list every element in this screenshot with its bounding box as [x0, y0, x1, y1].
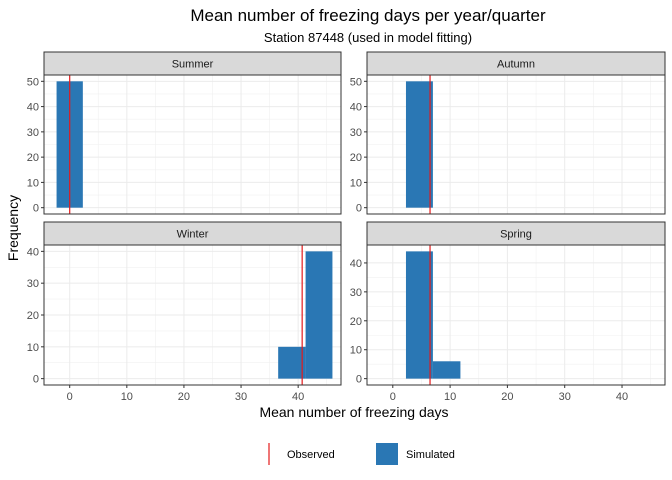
- strip-label-summer: Summer: [172, 59, 214, 71]
- panel-winter: Winter 0 10 20 30 40 0 10 20 30 40: [27, 221, 342, 403]
- y-tick-label: 10: [27, 342, 39, 354]
- chart-title: Mean number of freezing days per year/qu…: [190, 6, 546, 25]
- x-tick-label: 40: [292, 391, 304, 403]
- y-tick-label: 40: [350, 102, 362, 114]
- y-tick-label: 0: [33, 374, 39, 386]
- legend-key-simulated: [376, 443, 398, 465]
- y-tick-label: 30: [27, 278, 39, 290]
- x-axis-title: Mean number of freezing days: [259, 404, 448, 420]
- x-tick-label: 0: [67, 391, 73, 403]
- y-tick-label: 30: [27, 127, 39, 139]
- panel-spring: Spring 0 10 20 30 40 0 10 20 30 40: [350, 221, 666, 403]
- x-tick-label: 30: [235, 391, 247, 403]
- panel-border-autumn: [366, 74, 666, 215]
- panel-summer: Summer 0 10 20 30 40 50: [27, 51, 342, 215]
- x-tick-label: 20: [178, 391, 190, 403]
- y-tick-label: 40: [350, 258, 362, 270]
- panel-grid: Summer 0 10 20 30 40 50 Autumn 0 10 20 30 40 50 Winter…: [27, 51, 666, 403]
- strip-label-winter: Winter: [177, 229, 209, 241]
- y-tick-label: 30: [350, 127, 362, 139]
- x-tick-label: 10: [121, 391, 133, 403]
- histogram-bar-winter-2: [305, 251, 333, 379]
- y-tick-label: 30: [350, 287, 362, 299]
- chart-subtitle: Station 87448 (used in model fitting): [264, 30, 472, 45]
- y-tick-label: 40: [27, 246, 39, 258]
- histogram-bar-spring-1: [405, 251, 433, 379]
- legend-label-observed: Observed: [287, 449, 335, 461]
- y-tick-label: 50: [27, 76, 39, 88]
- x-tick-label: 40: [616, 391, 628, 403]
- legend: Observed Simulated: [268, 443, 455, 465]
- strip-label-spring: Spring: [500, 229, 532, 241]
- y-tick-label: 0: [356, 203, 362, 215]
- histogram-bar-winter-1: [278, 346, 306, 379]
- y-tick-label: 20: [350, 152, 362, 164]
- histogram-bar-autumn-1: [405, 81, 433, 208]
- panel-autumn: Autumn 0 10 20 30 40 50: [350, 51, 666, 215]
- legend-label-simulated: Simulated: [406, 449, 455, 461]
- panel-border-spring: [366, 244, 666, 386]
- x-tick-label: 10: [444, 391, 456, 403]
- x-tick-label: 0: [390, 391, 396, 403]
- y-tick-label: 20: [27, 152, 39, 164]
- x-tick-label: 30: [559, 391, 571, 403]
- y-tick-label: 0: [356, 374, 362, 386]
- y-tick-label: 10: [350, 177, 362, 189]
- histogram-bar-spring-2: [432, 361, 461, 379]
- x-tick-label: 20: [501, 391, 513, 403]
- y-tick-label: 20: [27, 310, 39, 322]
- y-tick-label: 20: [350, 316, 362, 328]
- panel-border-summer: [43, 74, 342, 215]
- y-tick-label: 50: [350, 76, 362, 88]
- y-tick-label: 40: [27, 102, 39, 114]
- y-tick-label: 10: [27, 177, 39, 189]
- y-axis-title: Frequency: [5, 195, 21, 261]
- y-tick-label: 10: [350, 345, 362, 357]
- strip-label-autumn: Autumn: [497, 59, 535, 71]
- y-tick-label: 0: [33, 203, 39, 215]
